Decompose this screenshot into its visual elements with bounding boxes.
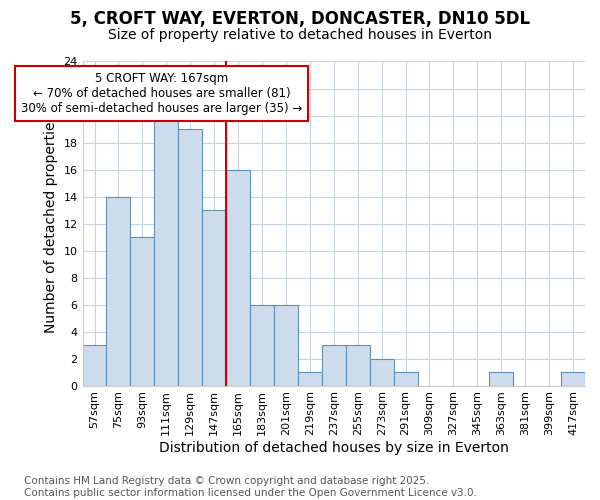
Bar [202,210,226,386]
Y-axis label: Number of detached properties: Number of detached properties [44,114,58,333]
Bar [130,237,154,386]
Bar [154,116,178,386]
Text: 5, CROFT WAY, EVERTON, DONCASTER, DN10 5DL: 5, CROFT WAY, EVERTON, DONCASTER, DN10 5… [70,10,530,28]
Bar [298,372,322,386]
Bar [370,358,394,386]
X-axis label: Distribution of detached houses by size in Everton: Distribution of detached houses by size … [159,441,509,455]
Bar [489,372,513,386]
Bar [106,196,130,386]
Bar [274,304,298,386]
Bar [83,345,106,386]
Bar [178,129,202,386]
Bar [561,372,585,386]
Bar [250,304,274,386]
Text: 5 CROFT WAY: 167sqm
← 70% of detached houses are smaller (81)
30% of semi-detach: 5 CROFT WAY: 167sqm ← 70% of detached ho… [21,72,302,116]
Text: Size of property relative to detached houses in Everton: Size of property relative to detached ho… [108,28,492,42]
Text: Contains HM Land Registry data © Crown copyright and database right 2025.
Contai: Contains HM Land Registry data © Crown c… [24,476,477,498]
Bar [346,345,370,386]
Bar [226,170,250,386]
Bar [394,372,418,386]
Bar [322,345,346,386]
